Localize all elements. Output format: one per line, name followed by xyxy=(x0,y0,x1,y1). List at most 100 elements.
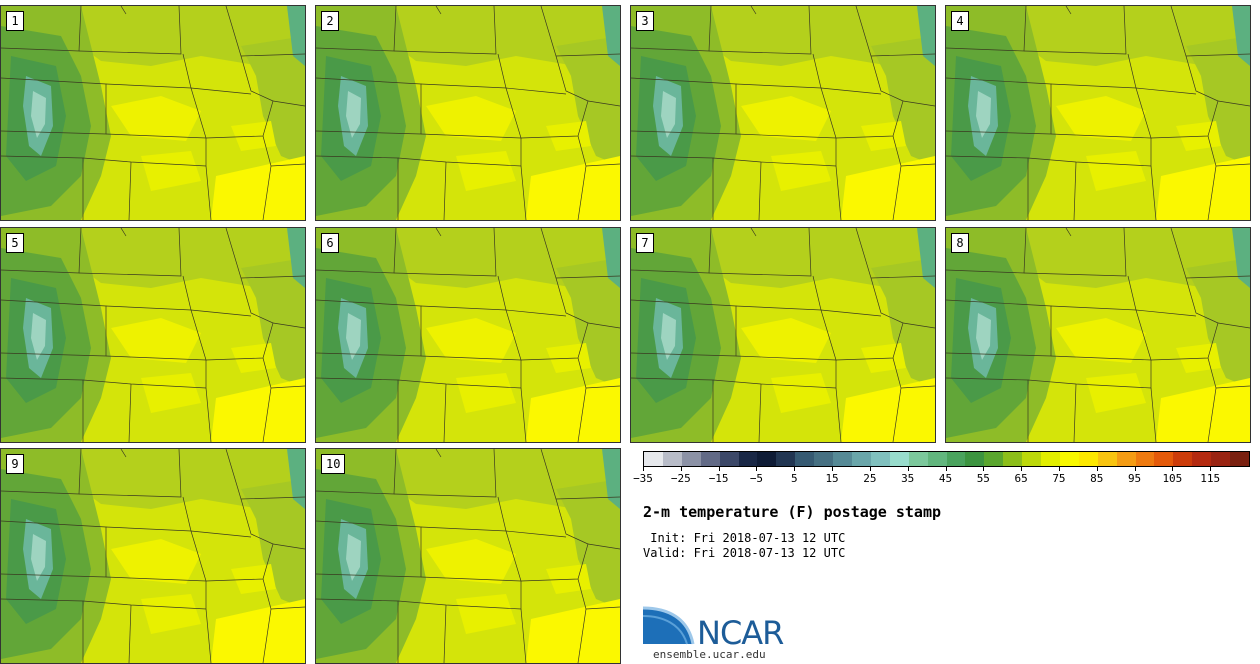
temperature-map xyxy=(316,6,620,220)
colorbar-tick-label: −15 xyxy=(708,472,729,485)
colorbar-tick xyxy=(832,466,834,471)
colorbar-segment xyxy=(1211,452,1231,466)
colorbar-segment xyxy=(1022,452,1042,466)
colorbar-tick-label: −25 xyxy=(670,472,691,485)
colorbar-tick-label: 55 xyxy=(976,472,990,485)
colorbar-segment xyxy=(927,452,947,466)
colorbar-tick xyxy=(907,466,909,471)
colorbar-segment xyxy=(1230,452,1249,466)
temperature-map xyxy=(631,228,935,442)
ncar-wordmark: NCAR xyxy=(697,614,784,652)
colorbar-tick-label: 15 xyxy=(825,472,839,485)
member-label: 4 xyxy=(951,11,969,31)
member-label: 2 xyxy=(321,11,339,31)
colorbar-segment xyxy=(1041,452,1060,466)
colorbar-tick xyxy=(945,466,947,471)
colorbar-segment xyxy=(1154,452,1174,466)
colorbar-segment xyxy=(1192,452,1212,466)
colorbar-ticks: −35 −25 −15 −5 5 15 25 35 45 55 65 75 85 95 105 115 xyxy=(633,466,1248,490)
colorbar-segment xyxy=(946,452,966,466)
colorbar-segment xyxy=(738,452,758,466)
member-label: 1 xyxy=(6,11,24,31)
colorbar-segment xyxy=(662,452,682,466)
colorbar-tick-label: 85 xyxy=(1090,472,1104,485)
member-label: 9 xyxy=(6,454,24,474)
colorbar-segment xyxy=(1003,452,1023,466)
colorbar-tick xyxy=(1058,466,1060,471)
map-panel: 3 xyxy=(630,5,936,221)
temperature-map xyxy=(1,449,305,663)
colorbar-segment xyxy=(889,452,909,466)
temperature-map xyxy=(316,449,620,663)
colorbar-tick-label: 35 xyxy=(901,472,915,485)
colorbar-segment xyxy=(1097,452,1117,466)
colorbar-segment xyxy=(870,452,890,466)
init-time: Init: Fri 2018-07-13 12 UTC xyxy=(643,531,846,545)
member-label: 3 xyxy=(636,11,654,31)
colorbar-tick xyxy=(1096,466,1098,471)
colorbar-segment xyxy=(1173,452,1193,466)
colorbar-segment xyxy=(965,452,985,466)
colorbar-tick-label: −5 xyxy=(749,472,764,485)
map-panel: 10 xyxy=(315,448,621,664)
colorbar-tick-label: 65 xyxy=(1014,472,1028,485)
colorbar-segment xyxy=(1078,452,1098,466)
colorbar-segment xyxy=(1116,452,1136,466)
colorbar-tick xyxy=(983,466,985,471)
map-panel: 5 xyxy=(0,227,306,443)
map-panel: 4 xyxy=(945,5,1251,221)
colorbar-tick xyxy=(794,466,796,471)
temperature-colorbar xyxy=(643,451,1250,467)
colorbar-segment xyxy=(851,452,871,466)
map-panel: 8 xyxy=(945,227,1251,443)
colorbar-segment xyxy=(700,452,720,466)
temperature-map xyxy=(631,6,935,220)
colorbar-segment xyxy=(757,452,777,466)
colorbar-segment xyxy=(1059,452,1079,466)
colorbar-tick xyxy=(1210,466,1212,471)
colorbar-tick-label: 75 xyxy=(1052,472,1066,485)
colorbar-segment xyxy=(719,452,739,466)
colorbar-segment xyxy=(681,452,701,466)
temperature-map xyxy=(1,6,305,220)
logo-url: ensemble.ucar.edu xyxy=(653,648,766,661)
colorbar-tick-label: 25 xyxy=(863,472,877,485)
map-panel: 2 xyxy=(315,5,621,221)
colorbar-segment xyxy=(814,452,834,466)
colorbar-segment xyxy=(795,452,815,466)
plot-title: 2-m temperature (F) postage stamp xyxy=(643,503,942,521)
colorbar-segment xyxy=(984,452,1004,466)
member-label: 10 xyxy=(321,454,346,474)
colorbar-tick xyxy=(869,466,871,471)
temperature-map xyxy=(316,228,620,442)
colorbar-segment xyxy=(1135,452,1155,466)
colorbar-tick-label: 115 xyxy=(1200,472,1221,485)
map-panel: 1 xyxy=(0,5,306,221)
map-panel: 9 xyxy=(0,448,306,664)
ncar-logo-icon xyxy=(643,606,695,645)
temperature-map xyxy=(946,228,1250,442)
colorbar-tick xyxy=(756,466,758,471)
colorbar-tick xyxy=(1134,466,1136,471)
colorbar-tick xyxy=(1021,466,1023,471)
colorbar-segment xyxy=(644,452,663,466)
colorbar-segment xyxy=(776,452,796,466)
member-label: 8 xyxy=(951,233,969,253)
temperature-map xyxy=(946,6,1250,220)
colorbar-tick xyxy=(643,466,644,471)
colorbar-tick xyxy=(1172,466,1174,471)
colorbar-segment xyxy=(908,452,928,466)
member-label: 5 xyxy=(6,233,24,253)
colorbar-segment xyxy=(833,452,852,466)
colorbar-tick-label: −35 xyxy=(633,472,653,485)
colorbar-tick-label: 45 xyxy=(938,472,953,485)
colorbar-tick-label: 5 xyxy=(790,472,798,485)
map-panel: 7 xyxy=(630,227,936,443)
colorbar-tick-label: 105 xyxy=(1162,472,1183,485)
colorbar-tick-label: 95 xyxy=(1127,472,1142,485)
map-panel: 6 xyxy=(315,227,621,443)
colorbar-tick xyxy=(718,466,720,471)
valid-time: Valid: Fri 2018-07-13 12 UTC xyxy=(643,546,846,560)
member-label: 6 xyxy=(321,233,339,253)
member-label: 7 xyxy=(636,233,654,253)
